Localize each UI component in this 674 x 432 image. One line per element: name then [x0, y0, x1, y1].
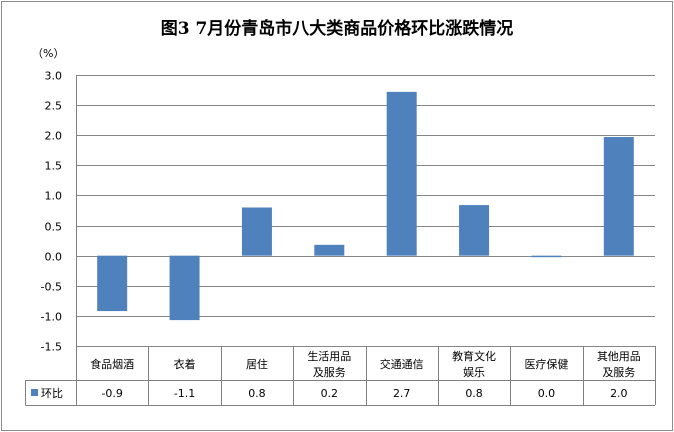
bar — [314, 244, 345, 256]
legend-label: 环比 — [41, 387, 63, 400]
bar — [97, 255, 128, 312]
x-category-label: 交通通信 — [380, 357, 424, 371]
x-category-label: 教育文化 — [452, 349, 496, 363]
x-category-label: 食品烟酒 — [90, 357, 134, 371]
bar — [459, 205, 490, 256]
y-tick-label: 2.5 — [45, 100, 63, 113]
y-tick-label: -1.5 — [41, 341, 62, 354]
bar — [603, 137, 634, 256]
x-category-label: 及服务 — [602, 366, 635, 379]
y-tick-label: -1.0 — [41, 311, 62, 324]
y-tick-label: -0.5 — [41, 281, 62, 294]
x-category-label: 娱乐 — [463, 365, 485, 379]
bar — [169, 255, 200, 321]
y-axis-unit-label: （%） — [32, 47, 65, 60]
y-tick-label: 0.5 — [45, 221, 63, 234]
data-table-value: -1.1 — [174, 387, 195, 400]
x-category-label: 居住 — [246, 357, 268, 371]
data-table-value: 2.7 — [393, 387, 411, 400]
data-table-value: 0.8 — [465, 387, 483, 400]
x-category-label: 衣着 — [174, 357, 196, 371]
bar — [386, 91, 417, 256]
data-table-value: 0.0 — [538, 387, 556, 400]
y-tick-label: 3.0 — [45, 70, 63, 83]
data-table-value: 0.2 — [321, 387, 339, 400]
bar — [531, 255, 562, 258]
data-table-value: 2.0 — [610, 387, 628, 400]
chart-title: 图3 7月份青岛市八大类商品价格环比涨跌情况 — [160, 19, 514, 39]
legend-swatch — [31, 389, 38, 396]
x-category-label: 医疗保健 — [524, 357, 568, 371]
y-tick-label: 1.5 — [45, 160, 63, 173]
y-tick-label: 2.0 — [45, 130, 63, 143]
x-category-label: 其他用品 — [597, 350, 641, 363]
x-category-label: 及服务 — [313, 366, 346, 379]
data-table-value: -0.9 — [101, 387, 122, 400]
bar — [241, 207, 272, 256]
y-tick-label: 1.0 — [45, 190, 63, 203]
y-tick-label: 0.0 — [45, 251, 63, 264]
data-table-value: 0.8 — [248, 387, 266, 400]
x-category-label: 生活用品 — [307, 349, 351, 363]
